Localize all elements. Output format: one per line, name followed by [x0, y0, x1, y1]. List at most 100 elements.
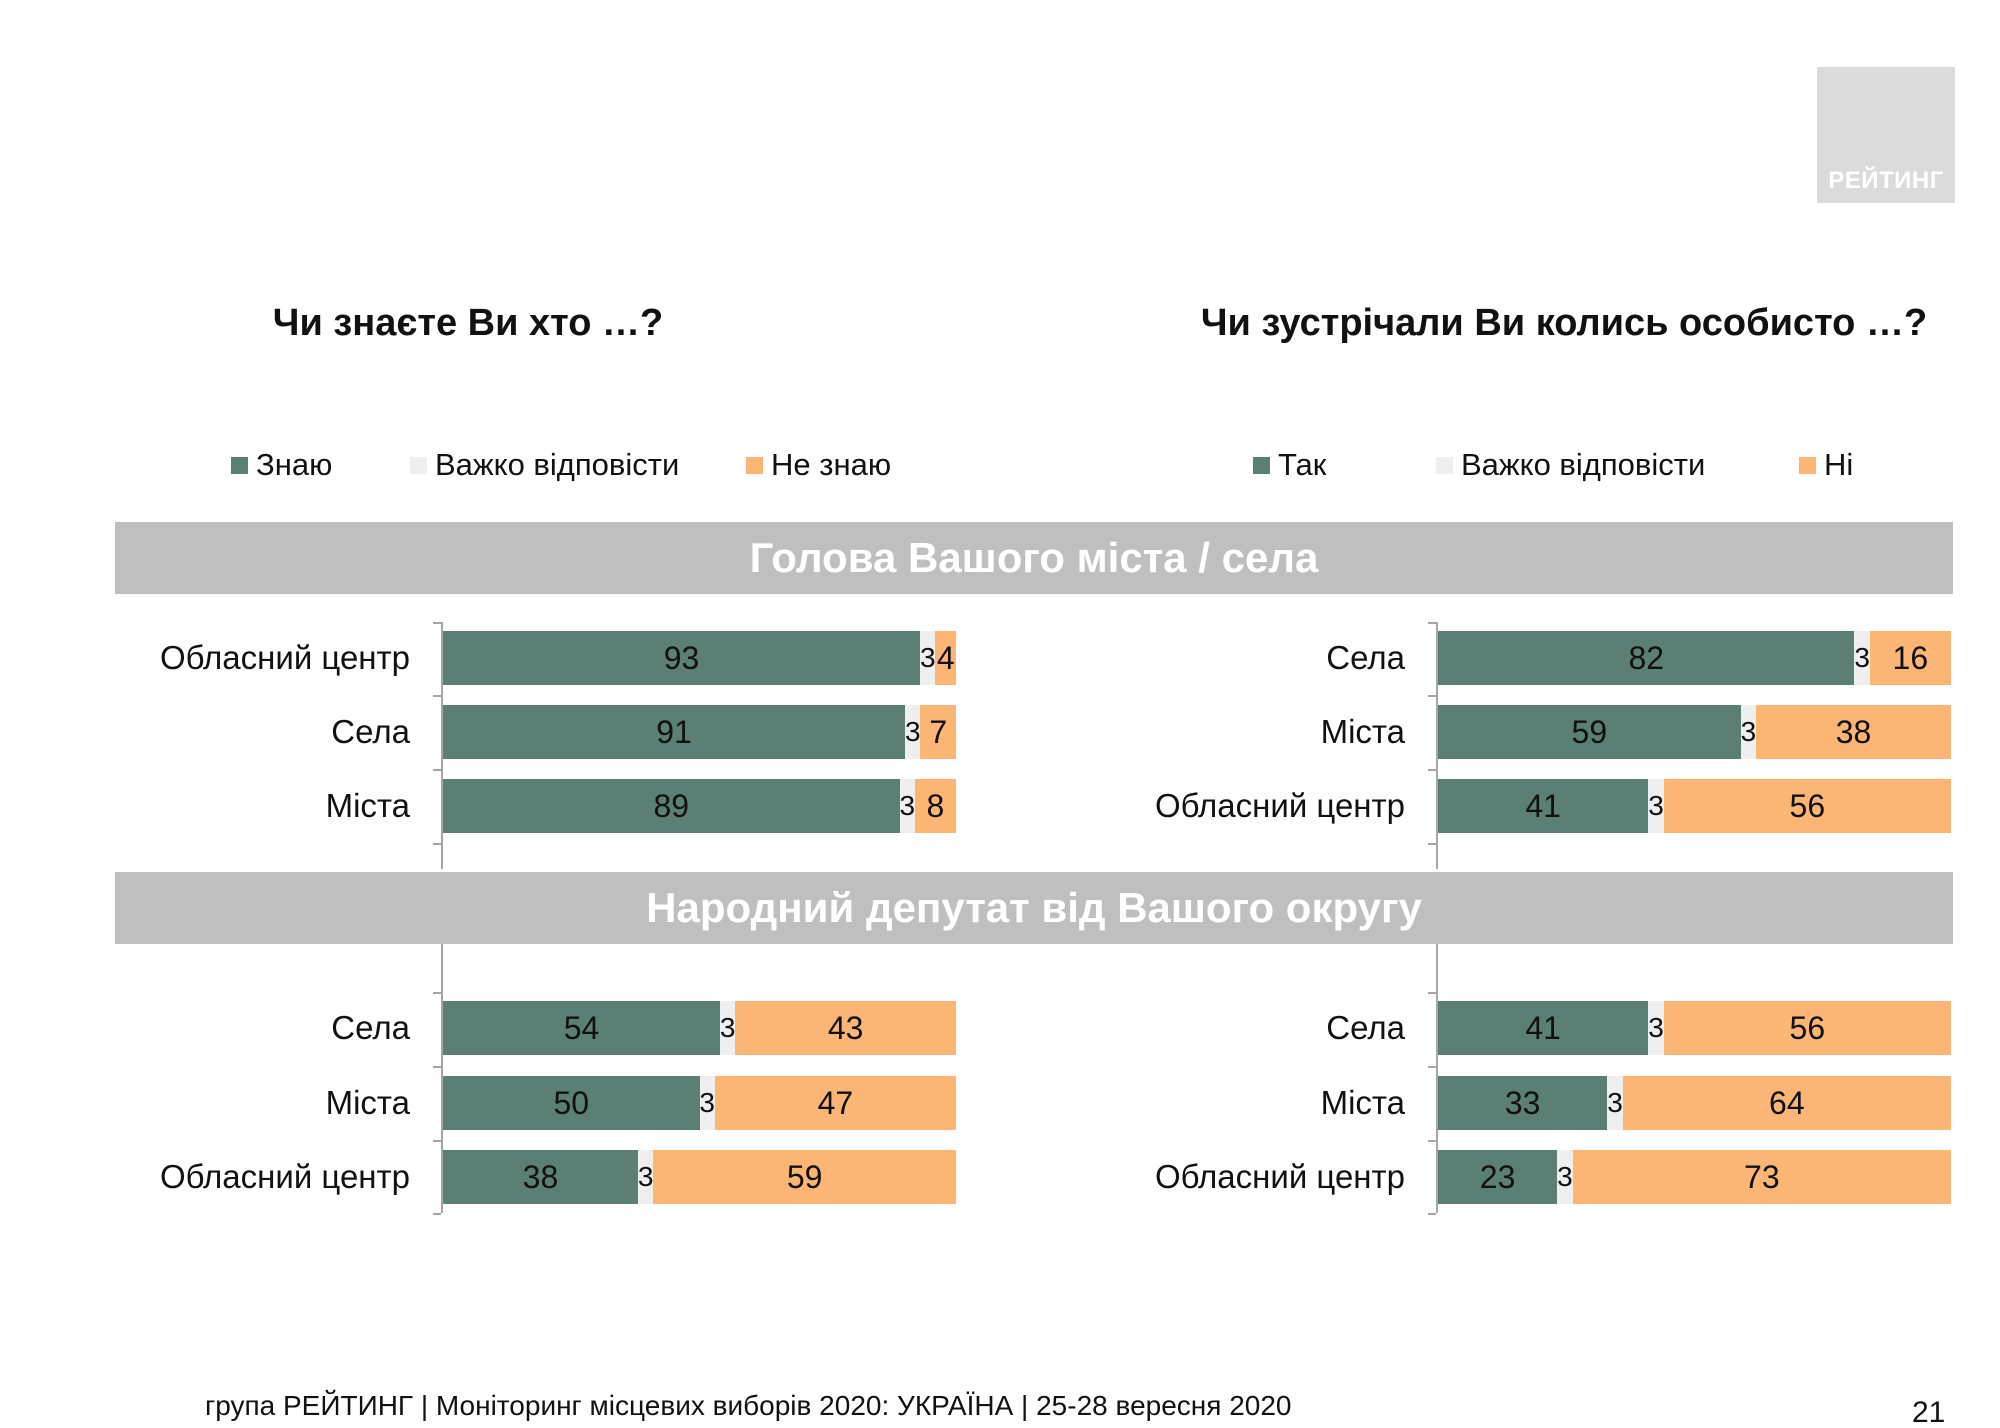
legend-label: Так [1278, 447, 1327, 482]
legend-swatch [1799, 456, 1816, 474]
axis-tick [1428, 622, 1436, 624]
bar-segment-yes: 38 [443, 1150, 638, 1204]
data-label: 3 [1607, 1087, 1623, 1118]
bar-segment-no: 8 [914, 779, 956, 833]
bar-segment-hard: 3 [905, 705, 921, 759]
legend-swatch [231, 456, 248, 474]
stacked-bar: 89 3 8 [443, 779, 956, 833]
category-label: Села [331, 713, 410, 750]
data-label: 43 [827, 1009, 864, 1046]
stacked-bar: 41 3 56 [1438, 779, 1951, 833]
bar-segment-yes: 54 [443, 1001, 721, 1055]
stacked-bar: 54 3 43 [443, 1001, 956, 1055]
bar-segment-yes: 59 [1438, 705, 1741, 759]
axis-tick [1428, 695, 1436, 697]
data-label: 3 [919, 642, 936, 673]
data-label: 54 [563, 1009, 600, 1046]
axis-tick [1428, 1140, 1436, 1142]
category-label: Міста [325, 787, 410, 824]
bar-segment-yes: 93 [443, 631, 921, 685]
data-label: 3 [1854, 642, 1870, 673]
category-label: Міста [325, 1084, 410, 1121]
bar-segment-no: 16 [1869, 631, 1951, 685]
axis-tick [1428, 843, 1436, 845]
bar-segment-hard: 3 [1557, 1150, 1573, 1204]
data-label: 3 [637, 1161, 654, 1192]
category-label: Обласний центр [1154, 1158, 1405, 1195]
stacked-bar: 23 3 73 [1438, 1150, 1951, 1204]
right-question-title: Чи зустрічали Ви колись особисто …? [1200, 302, 1928, 344]
legend-label: Важко відповісти [435, 447, 680, 482]
stacked-bar: 59 3 38 [1438, 705, 1951, 759]
stacked-bar: 41 3 56 [1438, 1001, 1951, 1055]
category-label: Обласний центр [159, 1158, 410, 1195]
category-axis [1436, 944, 1438, 1213]
legend-item: Не знаю [746, 447, 891, 483]
stacked-bar: 50 3 47 [443, 1076, 956, 1130]
axis-tick [433, 769, 441, 771]
axis-tick [1428, 1213, 1436, 1215]
category-label: Села [331, 1009, 410, 1046]
rating-logo: РЕЙТИНГ [1817, 67, 1955, 203]
data-label: 3 [699, 1087, 715, 1118]
axis-tick [433, 1213, 441, 1215]
axis-tick [1428, 1066, 1436, 1068]
data-label: 82 [1628, 639, 1665, 676]
stacked-bar: 91 3 7 [443, 705, 956, 759]
data-label: 3 [899, 790, 916, 821]
bar-segment-no: 56 [1663, 1001, 1951, 1055]
legend-swatch [1253, 456, 1270, 474]
legend-swatch [410, 456, 427, 474]
data-label: 59 [1571, 713, 1608, 750]
category-axis [441, 622, 443, 869]
data-label: 23 [1479, 1158, 1516, 1195]
legend-item: Важко відповісти [1436, 447, 1705, 483]
axis-tick [433, 1140, 441, 1142]
stacked-bar: 38 3 59 [443, 1150, 956, 1204]
data-label: 41 [1525, 1009, 1561, 1046]
bar-segment-no: 4 [935, 631, 956, 685]
bar-segment-no: 7 [920, 705, 956, 759]
bar-segment-no: 64 [1622, 1076, 1951, 1130]
bar-segment-yes: 23 [1438, 1150, 1558, 1204]
bar-segment-hard: 3 [719, 1001, 736, 1055]
legend-swatch [746, 456, 763, 474]
category-axis [441, 944, 443, 1213]
data-label: 41 [1525, 787, 1561, 824]
bar-segment-hard: 3 [638, 1150, 653, 1204]
data-label: 56 [1789, 1009, 1826, 1046]
data-label: 47 [817, 1084, 854, 1121]
legend-label: Не знаю [771, 447, 892, 482]
data-label: 64 [1769, 1084, 1805, 1121]
data-label: 8 [926, 787, 945, 824]
data-label: 3 [719, 1012, 736, 1043]
data-label: 73 [1744, 1158, 1780, 1195]
data-label: 59 [786, 1158, 823, 1195]
legend-item: Так [1253, 447, 1326, 483]
data-label: 3 [905, 716, 921, 747]
logo-text: РЕЙТИНГ [1828, 167, 1944, 194]
stacked-bar: 33 3 64 [1438, 1076, 1951, 1130]
data-label: 33 [1504, 1084, 1541, 1121]
bar-segment-yes: 82 [1438, 631, 1855, 685]
legend-item: Важко відповісти [410, 447, 679, 483]
data-label: 3 [1740, 716, 1757, 747]
data-label: 38 [1835, 713, 1872, 750]
data-label: 3 [1648, 790, 1664, 821]
bar-segment-hard: 3 [1648, 1001, 1664, 1055]
axis-tick [433, 695, 441, 697]
bar-segment-yes: 41 [1438, 779, 1649, 833]
data-label: 38 [522, 1158, 559, 1195]
axis-tick [433, 843, 441, 845]
category-label: Міста [1320, 1084, 1405, 1121]
data-label: 91 [656, 713, 692, 750]
bar-segment-yes: 41 [1438, 1001, 1649, 1055]
category-label: Міста [1320, 713, 1405, 750]
category-axis [1436, 622, 1438, 869]
stacked-bar: 82 3 16 [1438, 631, 1951, 685]
legend-label: Важко відповісти [1461, 447, 1706, 482]
data-label: 16 [1892, 639, 1929, 676]
bar-segment-no: 73 [1572, 1150, 1951, 1204]
bar-segment-hard: 3 [699, 1076, 715, 1130]
data-label: 50 [553, 1084, 590, 1121]
